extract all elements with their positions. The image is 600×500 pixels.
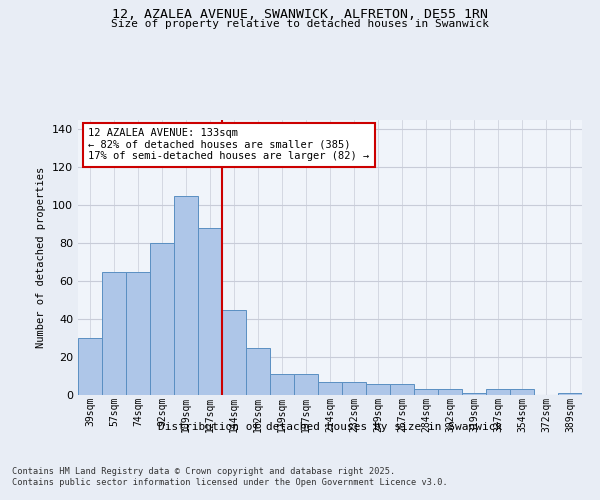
Text: Distribution of detached houses by size in Swanwick: Distribution of detached houses by size … bbox=[158, 422, 502, 432]
Bar bbox=[150, 244, 174, 395]
Bar bbox=[246, 348, 270, 395]
Text: Contains HM Land Registry data © Crown copyright and database right 2025.
Contai: Contains HM Land Registry data © Crown c… bbox=[12, 468, 448, 487]
Y-axis label: Number of detached properties: Number of detached properties bbox=[37, 167, 46, 348]
Bar bbox=[438, 390, 462, 395]
Bar bbox=[174, 196, 198, 395]
Text: 12, AZALEA AVENUE, SWANWICK, ALFRETON, DE55 1RN: 12, AZALEA AVENUE, SWANWICK, ALFRETON, D… bbox=[112, 8, 488, 20]
Bar bbox=[486, 390, 510, 395]
Bar bbox=[222, 310, 246, 395]
Bar bbox=[126, 272, 150, 395]
Bar bbox=[390, 384, 414, 395]
Bar bbox=[510, 390, 534, 395]
Bar bbox=[78, 338, 102, 395]
Bar bbox=[462, 393, 486, 395]
Bar bbox=[414, 390, 438, 395]
Text: 12 AZALEA AVENUE: 133sqm
← 82% of detached houses are smaller (385)
17% of semi-: 12 AZALEA AVENUE: 133sqm ← 82% of detach… bbox=[88, 128, 370, 162]
Text: Size of property relative to detached houses in Swanwick: Size of property relative to detached ho… bbox=[111, 19, 489, 29]
Bar bbox=[366, 384, 390, 395]
Bar bbox=[102, 272, 126, 395]
Bar bbox=[342, 382, 366, 395]
Bar bbox=[270, 374, 294, 395]
Bar bbox=[318, 382, 342, 395]
Bar bbox=[198, 228, 222, 395]
Bar bbox=[558, 393, 582, 395]
Bar bbox=[294, 374, 318, 395]
